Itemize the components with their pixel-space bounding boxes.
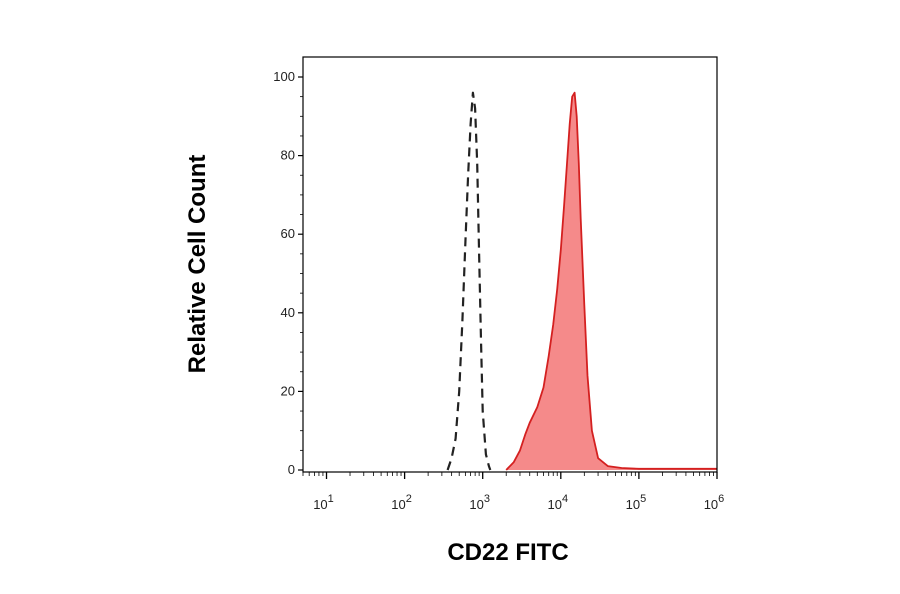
x-tick-label: 106 xyxy=(704,493,725,512)
y-tick-label: 80 xyxy=(281,148,295,163)
x-axis: 101 102 103 104 105 106 xyxy=(302,472,725,512)
series-fill-area xyxy=(506,92,717,470)
y-tick-label: 0 xyxy=(288,462,295,477)
plot-frame xyxy=(302,56,718,473)
y-tick-label: 40 xyxy=(281,305,295,320)
x-tick-label: 105 xyxy=(626,493,647,512)
y-tick-label: 100 xyxy=(273,69,295,84)
x-tick-label: 103 xyxy=(469,493,490,512)
stained-sample-curve xyxy=(505,91,717,471)
plot-area xyxy=(446,91,717,471)
y-tick-label: 60 xyxy=(281,226,295,241)
y-axis-title: Relative Cell Count xyxy=(184,155,211,374)
y-axis: 0 20 40 60 80 100 xyxy=(273,69,303,477)
x-tick-label: 104 xyxy=(548,493,569,512)
x-tick-label: 101 xyxy=(313,493,334,512)
isotype-control-curve xyxy=(446,91,492,471)
x-axis-title: CD22 FITC xyxy=(447,539,568,566)
y-tick-label: 20 xyxy=(281,383,295,398)
x-tick-label: 102 xyxy=(391,493,412,512)
